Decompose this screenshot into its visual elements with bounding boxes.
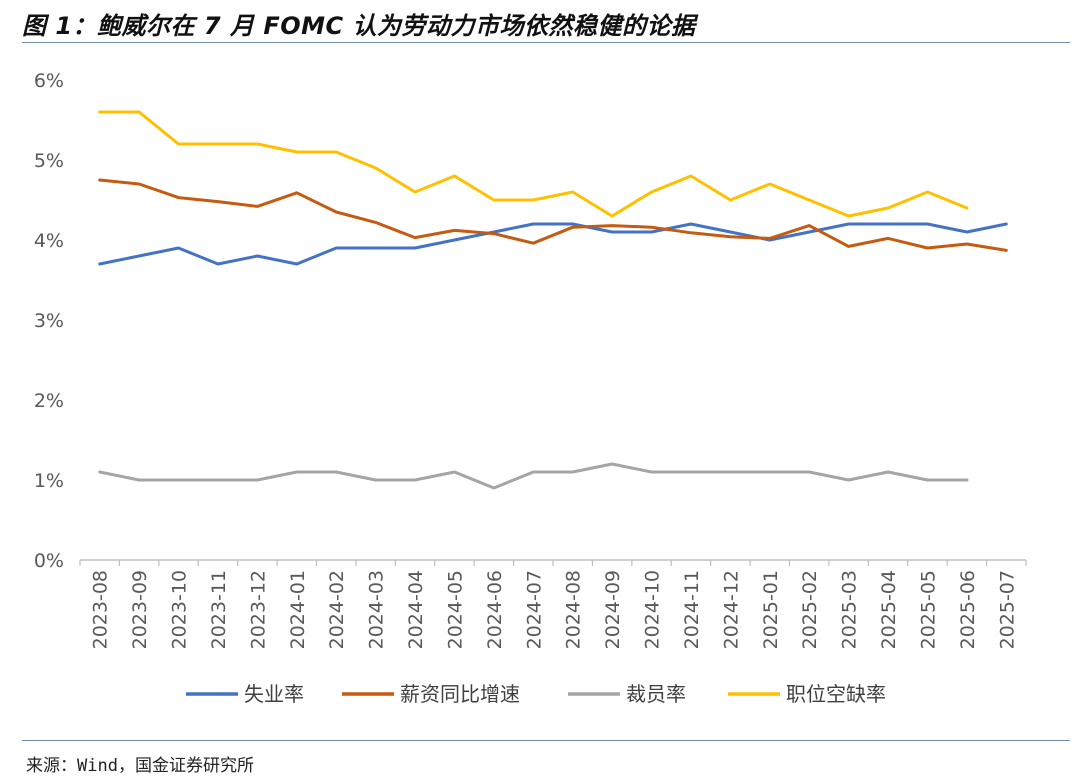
x-tick-label: 2024-03 xyxy=(366,570,388,649)
x-tick-label: 2023-12 xyxy=(247,570,269,649)
x-axis-tick-labels: 2023-08 2023-09 2023-10 2023-11 2023-12 2024-… xyxy=(90,570,1019,649)
x-tick-label: 2024-09 xyxy=(602,570,624,649)
x-tick-label: 2024-07 xyxy=(523,570,545,649)
x-tick-label: 2025-01 xyxy=(760,570,782,649)
x-tick-label: 2025-04 xyxy=(878,570,900,649)
series-lines xyxy=(98,110,1008,490)
x-tick-label: 2024-05 xyxy=(444,570,466,649)
series-line xyxy=(98,222,1008,266)
legend-label: 失业率 xyxy=(244,682,304,706)
line-chart: 0%1%2%3%4%5%6% 2023-08 2023-09 2023-10 2023… xyxy=(34,70,1027,706)
x-tick-label: 2024-06 xyxy=(484,570,506,649)
source-divider xyxy=(22,740,1070,741)
source-note: 来源：Wind，国金证券研究所 xyxy=(26,756,254,776)
legend: 失业率 薪资同比增速 裁员率 职位空缺率 xyxy=(186,682,886,706)
y-tick-label: 6% xyxy=(34,70,64,92)
x-tick-label: 2024-12 xyxy=(720,570,742,649)
y-tick-label: 4% xyxy=(34,230,64,252)
x-tick-label: 2023-11 xyxy=(208,570,230,649)
x-tick-label: 2024-10 xyxy=(642,570,664,649)
x-tick-label: 2024-08 xyxy=(563,570,585,649)
series-line xyxy=(98,178,1008,252)
y-tick-label: 1% xyxy=(34,470,64,492)
y-tick-label: 5% xyxy=(34,150,64,172)
x-tick-label: 2024-02 xyxy=(326,570,348,649)
series-line xyxy=(98,110,969,218)
legend-label: 薪资同比增速 xyxy=(400,682,520,706)
title-divider xyxy=(22,42,1070,43)
x-tick-label: 2024-11 xyxy=(681,570,703,649)
x-tick-label: 2025-06 xyxy=(957,570,979,649)
legend-label: 职位空缺率 xyxy=(786,682,886,706)
x-tick-label: 2023-10 xyxy=(169,570,191,649)
x-tick-label: 2025-02 xyxy=(799,570,821,649)
y-tick-label: 2% xyxy=(34,390,64,412)
x-tick-label: 2024-01 xyxy=(287,570,309,649)
x-tick-label: 2023-08 xyxy=(90,570,112,649)
x-tick-label: 2024-04 xyxy=(405,570,427,649)
series-line xyxy=(98,462,969,490)
x-tick-label: 2025-03 xyxy=(839,570,861,649)
x-tick-label: 2025-05 xyxy=(917,570,939,649)
legend-label: 裁员率 xyxy=(626,682,686,706)
x-tick-label: 2025-07 xyxy=(996,570,1018,649)
y-tick-label: 0% xyxy=(34,550,64,572)
x-axis-tick-marks xyxy=(79,560,1027,566)
y-tick-label: 3% xyxy=(34,310,64,332)
y-axis-tick-labels: 0% 1% 2% 3% 4% 5% 6% xyxy=(34,70,64,572)
figure-title: 图 1：鲍威尔在 7 月 FOMC 认为劳动力市场依然稳健的论据 xyxy=(22,12,696,40)
x-tick-label: 2023-09 xyxy=(129,570,151,649)
